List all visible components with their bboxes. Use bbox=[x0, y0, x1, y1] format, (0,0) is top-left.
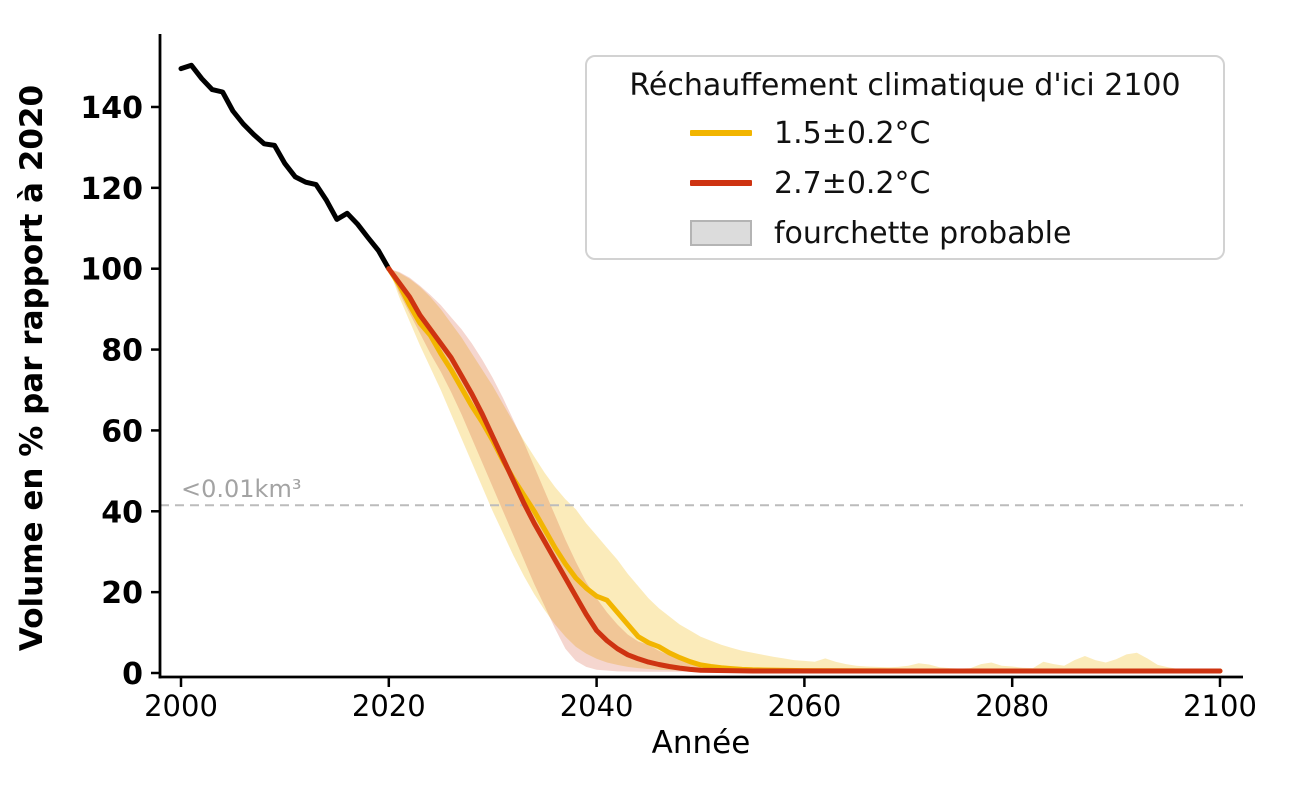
y-tick-label: 140 bbox=[80, 91, 143, 126]
yellow-line-swatch bbox=[690, 130, 752, 136]
y-tick-label: 100 bbox=[80, 253, 143, 288]
x-axis-ticks: 2000 2020 2040 2060 2080 2100 bbox=[144, 677, 1257, 723]
x-tick-label: 2100 bbox=[1183, 689, 1257, 723]
x-tick-label: 2040 bbox=[560, 689, 634, 723]
uncertainty-bands bbox=[388, 268, 1220, 672]
x-axis-title: Année bbox=[652, 725, 751, 761]
legend: Réchauffement climatique d'ici 2100 1.5±… bbox=[585, 55, 1225, 260]
x-tick-label: 2000 bbox=[144, 689, 218, 723]
y-tick-label: 0 bbox=[122, 657, 143, 692]
legend-label: 1.5±0.2°C bbox=[774, 115, 931, 151]
series-line-historique bbox=[178, 62, 392, 272]
y-tick-label: 60 bbox=[101, 414, 143, 449]
y-tick-label: 80 bbox=[101, 334, 143, 369]
y-tick-label: 40 bbox=[101, 495, 143, 530]
legend-title: Réchauffement climatique d'ici 2100 bbox=[629, 68, 1181, 103]
x-tick-label: 2020 bbox=[352, 689, 426, 723]
red-line-swatch bbox=[690, 180, 752, 186]
x-tick-label: 2080 bbox=[975, 689, 1049, 723]
series-lines bbox=[178, 62, 1223, 674]
y-axis-ticks: 0 20 40 60 80 100 120 140 bbox=[80, 91, 160, 692]
legend-rows: 1.5±0.2°C 2.7±0.2°C fourchette probable bbox=[587, 108, 1223, 258]
legend-row-likely-range: fourchette probable bbox=[587, 208, 1223, 258]
y-axis-title: Volume en % par rapport à 2020 bbox=[14, 85, 50, 651]
y-tick-label: 20 bbox=[101, 576, 143, 611]
legend-row-scenario-15: 1.5±0.2°C bbox=[587, 108, 1223, 158]
y-tick-label: 120 bbox=[80, 172, 143, 207]
legend-row-scenario-27: 2.7±0.2°C bbox=[587, 158, 1223, 208]
gray-patch-swatch bbox=[690, 220, 752, 246]
band-fourchette probable 1.5°C bbox=[388, 268, 1220, 672]
x-tick-label: 2060 bbox=[767, 689, 841, 723]
legend-label: fourchette probable bbox=[774, 215, 1072, 251]
band-fourchette probable 2.7°C bbox=[388, 268, 1220, 672]
series-line-2.7±0.2°C bbox=[386, 266, 1223, 674]
legend-label: 2.7±0.2°C bbox=[774, 165, 931, 201]
threshold-annotation: <0.01km³ bbox=[181, 475, 301, 503]
